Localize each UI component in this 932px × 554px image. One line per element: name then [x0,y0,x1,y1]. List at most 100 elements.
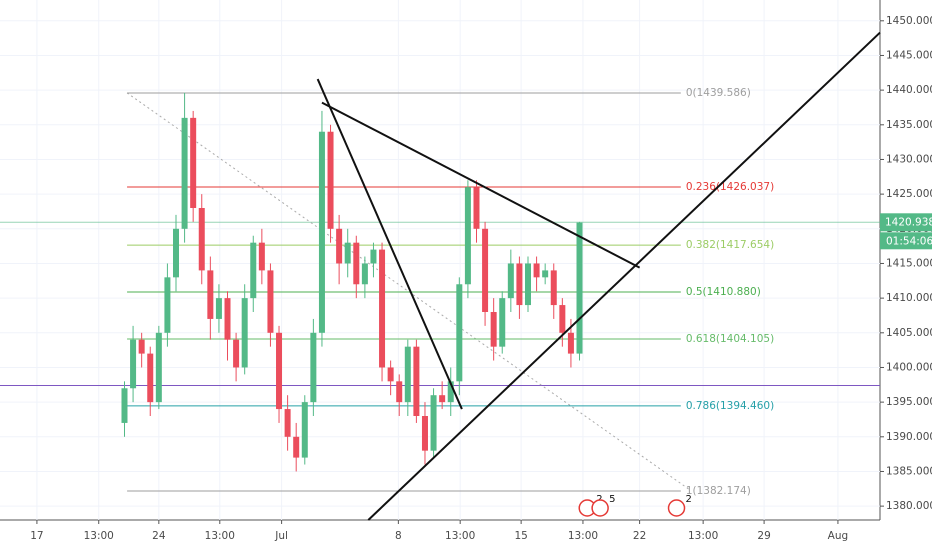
candle-body [413,346,420,416]
candle-body [155,332,162,403]
candle-body [215,298,222,319]
candle-body [224,298,231,340]
candle-body [516,263,523,306]
countdown-label: 01:54:06 [886,235,932,247]
x-tick-label: 13:00 [445,530,475,542]
candle-body [181,117,188,229]
candle-body [301,402,308,458]
candle-body [559,305,566,333]
candle-body [164,277,171,333]
trend-line [321,101,641,269]
x-tick-label: 13:00 [688,530,718,542]
x-tick-label: 13:00 [205,530,235,542]
candle-body [430,395,437,451]
y-tick-label: 1430.000 [886,153,932,165]
candle-body [207,270,214,319]
event-count: 2 [686,494,692,505]
candle-body [464,187,471,285]
last-price-label: 1420.938 [885,216,932,228]
candle-body [421,416,428,451]
x-tick-label: 8 [395,530,402,542]
candle-body [533,263,540,278]
candle-body [507,263,514,299]
x-tick-label: Jul [274,530,288,542]
candle-body [310,332,317,403]
candle-body [293,436,300,458]
y-tick-label: 1395.000 [886,396,932,408]
candle-body [121,388,128,423]
candle-body [482,228,489,312]
candle-body [387,367,394,382]
x-tick-label: 13:00 [568,530,598,542]
fib-label: 0.618(1404.105) [686,333,774,345]
fib-label: 1(1382.174) [686,485,751,497]
candle-body [327,131,334,229]
candle-body [576,222,583,354]
candle-body [336,228,343,264]
x-tick-label: 22 [633,530,646,542]
candle-body [456,284,463,382]
candle-body [267,270,274,333]
candle-body [344,242,351,264]
candle-body [198,208,205,271]
x-tick-label: 24 [152,530,166,542]
event-flag [667,499,686,517]
candle-body [173,228,179,278]
candle-body [318,131,325,333]
candle-body [284,409,291,437]
countdown-box [880,232,932,250]
candle-body [490,312,497,347]
candle-body [439,395,446,403]
candle-body [370,249,377,264]
x-tick-label: 13:00 [84,530,114,542]
candle-body [404,346,411,403]
y-tick-label: 1445.000 [886,49,932,61]
trend-line [367,31,881,521]
event-count: 5 [609,494,615,505]
fib-label: 0.382(1417.654) [686,239,774,251]
candle-body [353,242,360,285]
event-flag [591,499,609,517]
y-tick-label: 1405.000 [886,327,932,339]
y-tick-label: 1410.000 [886,292,932,304]
candle-body [130,339,137,389]
last-price-box [880,213,932,232]
candle-body [250,242,257,299]
y-tick-label: 1450.000 [886,15,932,27]
fib-label: 0.236(1426.037) [686,181,774,193]
candle-body [379,249,386,368]
candle-body [241,298,248,368]
fib-label: 0.5(1410.880) [686,286,761,298]
candle-body [233,339,240,368]
candle-body [542,270,549,278]
x-tick-label: 17 [30,530,43,542]
candle-body [473,187,480,229]
candle-body [361,263,368,285]
y-tick-label: 1425.000 [886,188,932,200]
fib-label: 0(1439.586) [686,87,751,99]
y-tick-label: 1380.000 [886,500,932,512]
candle-body [550,270,557,306]
y-tick-label: 1400.000 [886,361,932,373]
fib-label: 0.786(1394.460) [686,400,774,412]
x-tick-label: Aug [828,530,849,542]
candle-body [258,242,265,271]
x-tick-label: 15 [514,530,527,542]
candle-body [447,381,454,403]
candle-body [190,117,197,208]
candle-body [147,353,154,403]
x-tick-label: 29 [757,530,770,542]
y-tick-label: 1415.000 [886,257,932,269]
y-tick-label: 1390.000 [886,431,932,443]
y-tick-label: 1385.000 [886,465,932,477]
candle-body [138,339,145,354]
candle-body [499,298,506,347]
candle-body [276,332,283,410]
trend-line [316,78,463,410]
candle-body [525,263,531,306]
candle-body [567,332,574,354]
y-tick-label: 1440.000 [886,84,932,96]
y-tick-label: 1435.000 [886,119,932,131]
